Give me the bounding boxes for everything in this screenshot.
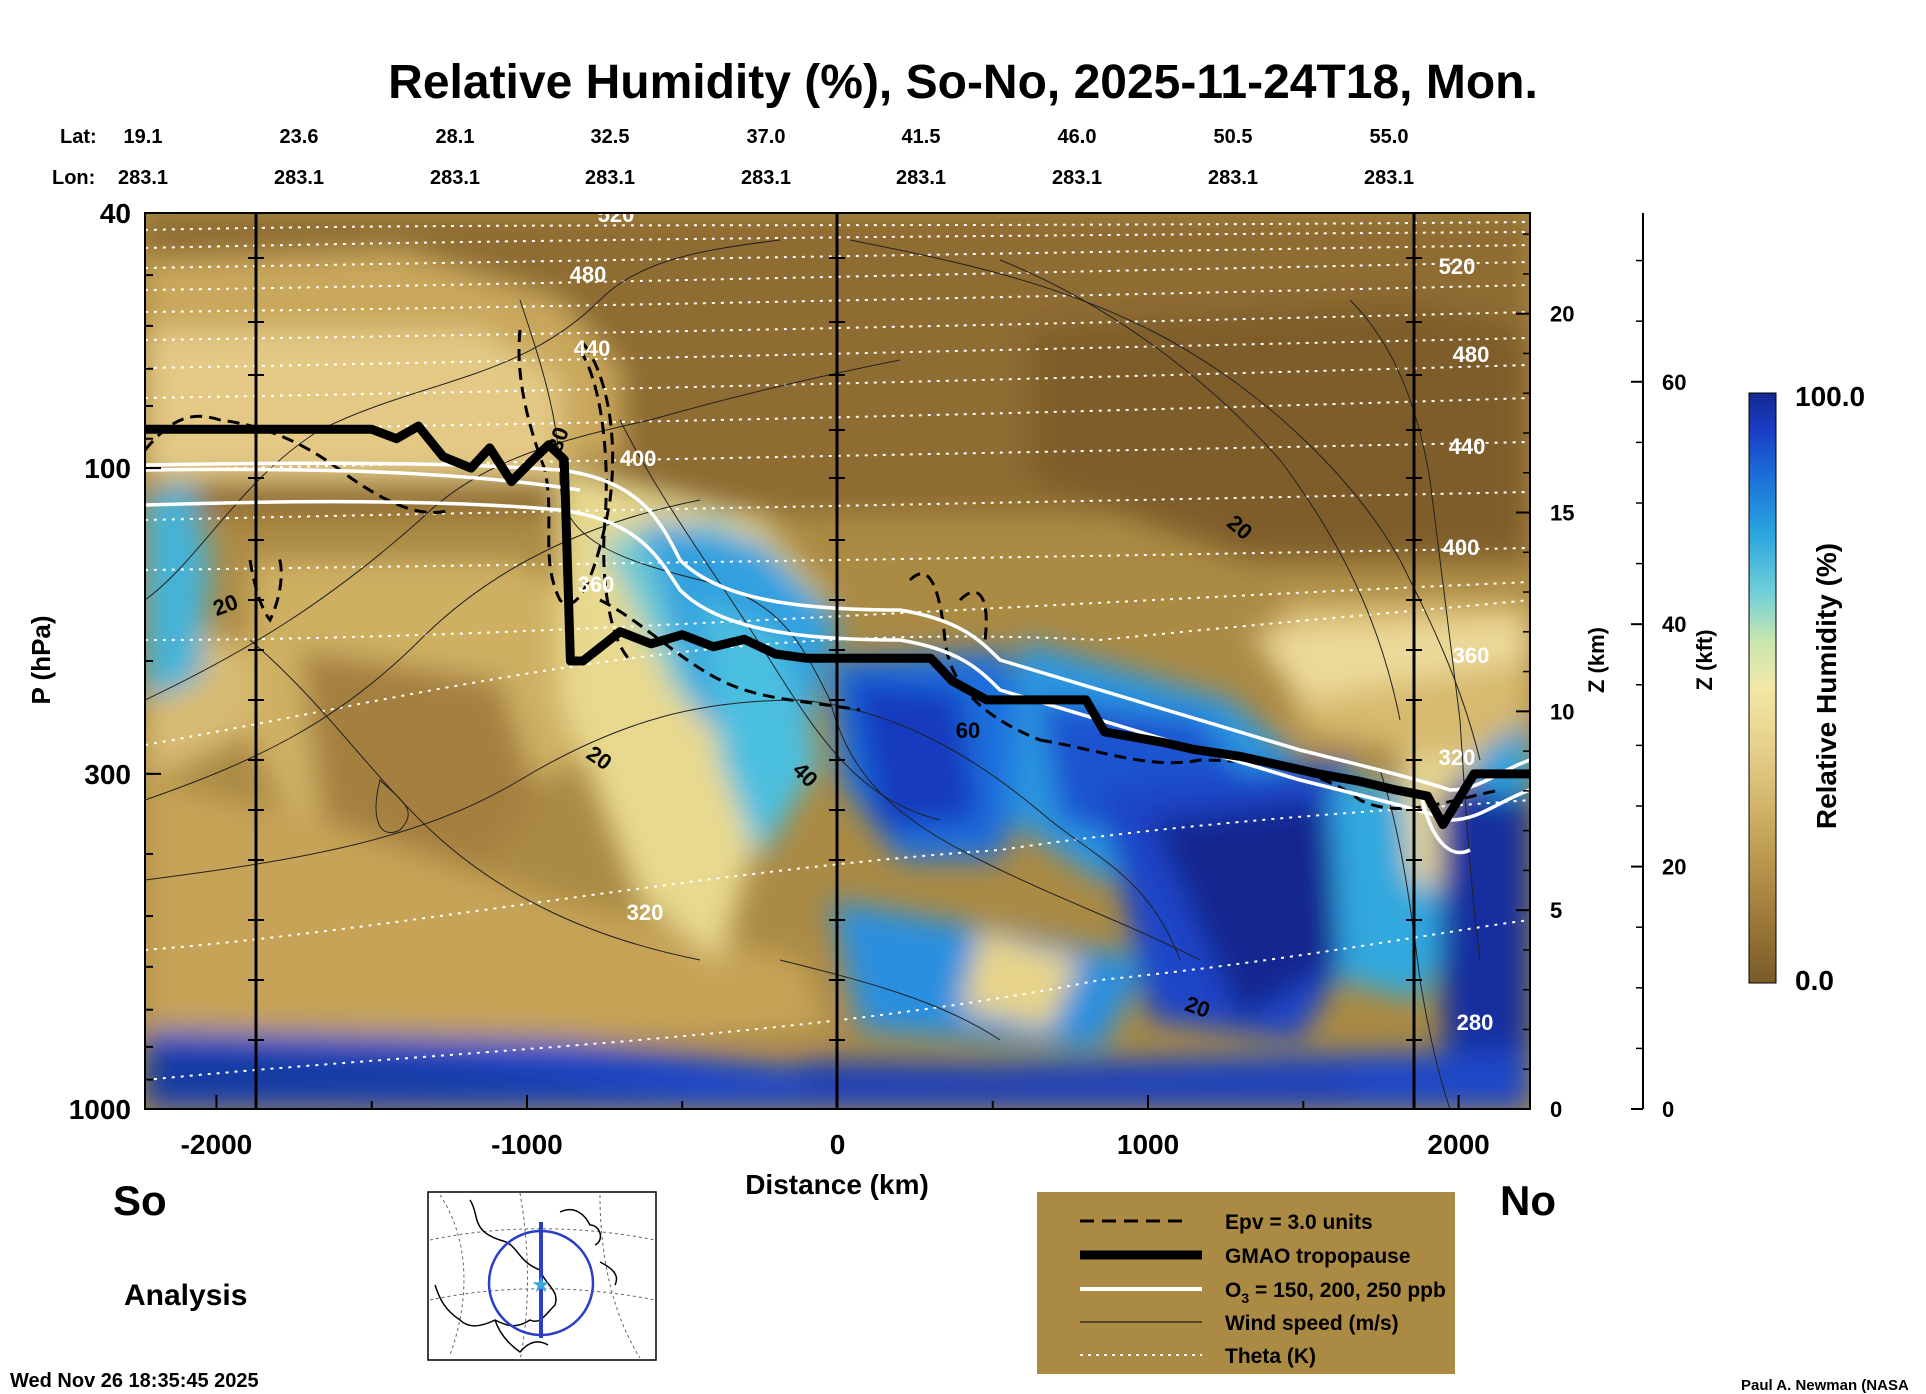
theta-label: 480 [570,262,607,287]
z-km-axis: 0 5 10 15 20 [1516,233,1574,1122]
y-tick-label: 300 [84,759,131,790]
wind-label: 60 [956,718,980,743]
lat-value: 41.5 [902,126,941,148]
inset-map-star-icon: ★ [531,1273,551,1298]
colorbar [1748,392,1777,984]
lon-value: 283.1 [1208,167,1258,189]
zkft-tick-label: 60 [1662,370,1686,395]
epv-contours [145,329,1501,811]
longitude-labels: 283.1 283.1 283.1 283.1 283.1 283.1 283.1 283.1… [118,167,1414,189]
lat-value: 32.5 [591,126,630,148]
theta-label: 440 [574,336,611,361]
lon-label: Lon: [52,167,95,189]
legend-wind-label: Wind speed (m/s) [1225,1312,1399,1335]
legend-tropopause-label: GMAO tropopause [1225,1245,1411,1268]
inset-map: ★ [427,1191,657,1361]
theta-label: 400 [1443,535,1480,560]
theta-label: 400 [620,446,657,471]
section-divider-ticks [248,257,1422,1041]
theta-labels: 520 480 440 400 360 320 280 520 480 440 400 360 320 [570,202,1494,1035]
zkm-tick-label: 10 [1550,699,1574,724]
y-tick-label: 1000 [69,1094,131,1125]
lat-value: 50.5 [1214,126,1253,148]
theta-isentropes [145,221,1530,1081]
theta-label: 520 [598,202,635,227]
pressure-axis: 40 100 300 1000 [69,198,161,1125]
x-tick-label: 0 [830,1129,846,1160]
lat-value: 55.0 [1370,126,1409,148]
lon-value: 283.1 [118,167,168,189]
lat-value: 28.1 [436,126,475,148]
lat-value: 46.0 [1058,126,1097,148]
section-divider-lines [254,213,1416,1109]
colorbar-label: Relative Humidity (%) [1811,543,1842,829]
lon-value: 283.1 [274,167,324,189]
south-end-label: So [113,1177,167,1224]
zkft-tick-label: 40 [1662,612,1686,637]
zkm-tick-label: 5 [1550,898,1562,923]
theta-label: 520 [1439,254,1476,279]
lat-value: 37.0 [747,126,786,148]
theta-label: 440 [1449,434,1486,459]
analysis-label: Analysis [124,1279,247,1312]
gmao-tropopause-line [145,421,1530,830]
theta-label: 320 [627,900,664,925]
timestamp: Wed Nov 26 18:35:45 2025 [10,1370,259,1392]
y-axis-label: P (hPa) [26,615,56,704]
z-km-axis-label: Z (km) [1584,627,1609,693]
north-end-label: No [1500,1177,1556,1224]
colorbar-min-label: 0.0 [1795,965,1834,996]
theta-label: 320 [1439,745,1476,770]
x-axis-label: Distance (km) [745,1169,929,1200]
zkft-tick-label: 0 [1662,1097,1674,1122]
lon-value: 283.1 [1052,167,1102,189]
lat-value: 23.6 [280,126,319,148]
x-tick-label: 2000 [1427,1129,1489,1160]
z-kft-axis-label: Z (kft) [1692,629,1717,690]
zkm-tick-label: 15 [1550,501,1574,526]
lon-value: 283.1 [430,167,480,189]
y-tick-label: 40 [100,198,131,229]
lon-value: 283.1 [1364,167,1414,189]
zkm-tick-label: 0 [1550,1097,1562,1122]
z-kft-axis: 0 20 40 60 [1631,259,1686,1122]
y-tick-label: 100 [84,453,131,484]
distance-axis: -2000 -1000 0 1000 2000 [181,1095,1490,1160]
theta-label: 480 [1453,342,1490,367]
legend-epv-label: Epv = 3.0 units [1225,1211,1373,1234]
lon-value: 283.1 [896,167,946,189]
theta-label: 360 [1453,643,1490,668]
lat-label: Lat: [60,126,97,148]
ozone-contours [145,461,1530,855]
theta-label: 360 [578,572,615,597]
x-tick-label: -1000 [491,1129,563,1160]
latitude-labels: 19.1 23.6 28.1 32.5 37.0 41.5 46.0 50.5 55.0 [124,126,1409,148]
credit: Paul A. Newman (NASA [1741,1377,1909,1394]
lat-value: 19.1 [124,126,163,148]
lon-value: 283.1 [741,167,791,189]
colorbar-max-label: 100.0 [1795,381,1865,412]
legend-ozone-label: O3 = 150, 200, 250 ppb [1225,1279,1446,1306]
theta-label: 280 [1457,1010,1494,1035]
lon-value: 283.1 [585,167,635,189]
chart-title: Relative Humidity (%), So-No, 2025-11-24… [388,56,1538,109]
x-tick-label: -2000 [181,1129,253,1160]
x-tick-label: 1000 [1117,1129,1179,1160]
legend: Epv = 3.0 units GMAO tropopause O3 = 150… [1037,1192,1455,1374]
zkft-tick-label: 20 [1662,855,1686,880]
legend-theta-label: Theta (K) [1225,1345,1316,1368]
zkm-tick-label: 20 [1550,302,1574,327]
